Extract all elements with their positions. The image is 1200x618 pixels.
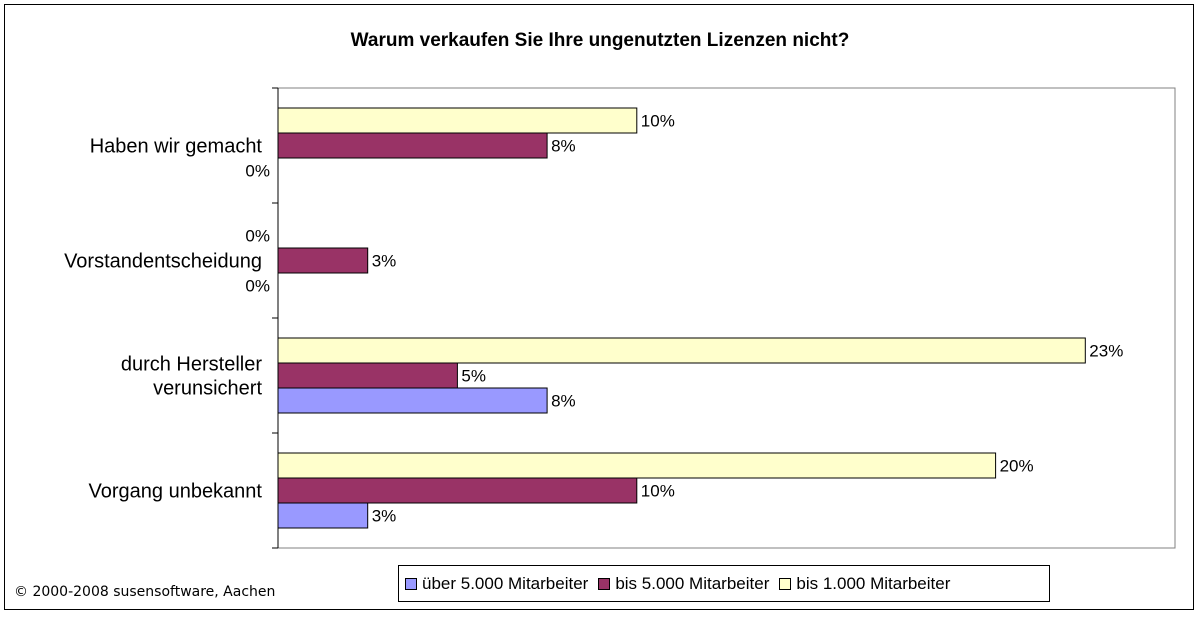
legend-label: bis 5.000 Mitarbeiter: [615, 573, 770, 593]
data-label: 3%: [372, 252, 397, 271]
bar: [277, 387, 548, 414]
bar: [277, 362, 458, 389]
legend: über 5.000 Mitarbeiter bis 5.000 Mitarbei…: [398, 565, 1050, 602]
category-label: Vorstandentscheidung: [64, 251, 262, 273]
data-label: 23%: [1089, 342, 1123, 361]
bar: [277, 477, 638, 504]
legend-swatch: [405, 577, 417, 590]
data-label: 5%: [461, 367, 486, 386]
category-label: durch Hersteller verunsichert: [121, 354, 263, 400]
legend-item: bis 5.000 Mitarbeiter: [598, 574, 769, 594]
data-label: 20%: [1000, 457, 1034, 476]
data-label: 3%: [372, 507, 397, 526]
data-label: 0%: [245, 277, 270, 296]
data-label: 0%: [245, 162, 270, 181]
copyright-text: © 2000-2008 susensoftware, Aachen: [14, 584, 276, 600]
bar: [277, 107, 638, 134]
bar: [277, 502, 369, 529]
legend-label: bis 1.000 Mitarbeiter: [796, 573, 951, 593]
legend-swatch: [598, 577, 611, 590]
chart-title: Warum verkaufen Sie Ihre ungenutzten Liz…: [350, 30, 850, 51]
legend-swatch: [779, 577, 792, 590]
data-label: 10%: [641, 482, 675, 501]
bar: [277, 132, 548, 159]
bar: [277, 247, 369, 274]
data-label: 10%: [641, 112, 675, 131]
data-label: 8%: [551, 137, 576, 156]
category-label: Haben wir gemacht: [90, 136, 263, 158]
chart-frame: [4, 4, 1194, 610]
legend-item: bis 1.000 Mitarbeiter: [779, 574, 950, 594]
data-label: 0%: [245, 227, 270, 246]
bar: [277, 452, 997, 479]
bar: [277, 337, 1086, 364]
category-label: Vorgang unbekannt: [89, 481, 263, 503]
legend-item: über 5.000 Mitarbeiter: [405, 574, 588, 594]
data-label: 8%: [551, 392, 576, 411]
legend-label: über 5.000 Mitarbeiter: [422, 573, 589, 593]
